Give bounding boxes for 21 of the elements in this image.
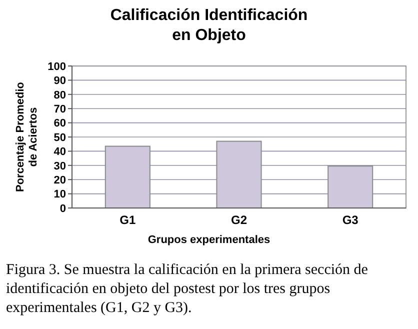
y-tick-label: 20 bbox=[54, 174, 66, 186]
y-tick-label: 90 bbox=[54, 75, 66, 88]
y-tick-label: 70 bbox=[54, 103, 66, 116]
x-tick-label: G1 bbox=[120, 213, 136, 227]
y-tick-label: 30 bbox=[54, 160, 66, 172]
bar bbox=[216, 140, 262, 208]
y-tick-label: 40 bbox=[54, 146, 66, 158]
y-axis-title: Porcentaje Promedio de Aciertos bbox=[14, 82, 40, 192]
y-tick-label: 80 bbox=[54, 89, 66, 102]
text: Figura 3. Se muestra la calificación en la primera sección de identificación en objeto del postest por los tres grupos experimentales (G1, G2 y G3). bbox=[6, 262, 368, 316]
x-tick-label: G3 bbox=[342, 213, 359, 227]
y-tick-label: 0 bbox=[60, 202, 66, 215]
y-tick-label: 10 bbox=[54, 188, 66, 201]
chart-title: Calificación Identificación en Objeto bbox=[110, 7, 308, 44]
x-axis-title: Grupos experimentales bbox=[148, 234, 270, 246]
y-tick-label: 100 bbox=[48, 60, 66, 73]
y-tick-label: 50 bbox=[54, 132, 66, 144]
bar bbox=[328, 166, 374, 208]
x-tick-label: G2 bbox=[230, 213, 248, 227]
y-tick-label: 60 bbox=[54, 118, 66, 130]
bar bbox=[104, 146, 150, 208]
